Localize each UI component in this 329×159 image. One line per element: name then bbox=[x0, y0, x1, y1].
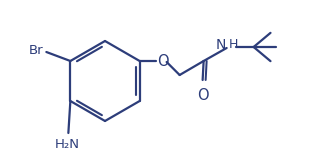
Text: N: N bbox=[215, 38, 226, 52]
Text: O: O bbox=[197, 88, 209, 103]
Text: Br: Br bbox=[29, 44, 43, 56]
Text: H₂N: H₂N bbox=[55, 138, 80, 151]
Text: H: H bbox=[229, 38, 238, 52]
Text: O: O bbox=[157, 53, 168, 69]
